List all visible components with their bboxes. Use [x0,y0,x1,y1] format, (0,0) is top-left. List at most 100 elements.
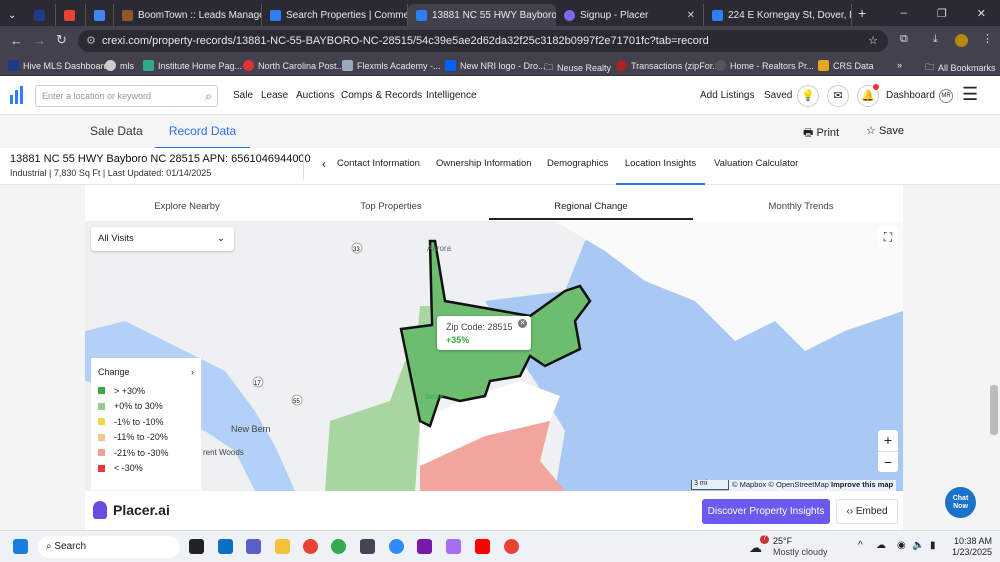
reload-button[interactable]: ↻ [56,32,67,47]
chevron-left-icon[interactable]: ‹ [322,157,326,171]
nav-intelligence[interactable]: Intelligence [426,90,477,101]
regional-change-map[interactable]: Aurora New Bern rent Woods liance 33 17 … [85,221,903,491]
star-icon[interactable]: ☆ [868,35,878,47]
bookmark[interactable]: CRS Data [818,60,874,71]
weather-desc[interactable]: Mostly cloudy [773,547,828,557]
teams-icon[interactable] [246,539,261,554]
improve-map-link[interactable]: Improve this map [831,480,894,489]
battery-icon[interactable]: ▮ [930,540,936,551]
chevron-right-icon[interactable]: › [191,367,194,377]
tab-sale-data[interactable]: Sale Data [90,124,143,138]
file-explorer-icon[interactable] [275,539,290,554]
clock-date[interactable]: 1/23/2025 [951,547,992,557]
close-icon[interactable]: ✕ [686,9,695,21]
onedrive-icon[interactable]: ☁ [876,540,886,551]
url-bar[interactable]: ⚙ crexi.com/property-records/13881-NC-55-… [78,30,888,52]
store-icon[interactable] [218,539,233,554]
bookmark[interactable]: Hive MLS Dashboard [8,60,109,71]
close-window-button[interactable]: ✕ [976,7,986,20]
hamburger-menu-icon[interactable]: ☰ [962,84,979,104]
menu-icon[interactable]: ⋮ [982,33,993,45]
save-button[interactable]: ☆ Save [866,124,904,137]
weather-temp[interactable]: 25°F [773,536,793,546]
volume-icon[interactable]: 🔈 [912,540,925,551]
chrome-active-icon[interactable] [504,539,519,554]
calculator-icon[interactable] [360,539,375,554]
crexi-logo-icon[interactable] [10,86,26,104]
wifi-icon[interactable]: ◉ [897,540,906,551]
tab-ownership-information[interactable]: Ownership Information [436,158,532,169]
lightbulb-icon[interactable]: 💡 [797,85,819,107]
browser-tab[interactable] [86,4,114,26]
nav-comps-records[interactable]: Comps & Records [341,90,423,101]
download-icon[interactable]: ⤓ [933,33,938,45]
all-bookmarks[interactable]: 🗀 All Bookmarks [925,60,996,76]
discover-property-insights-button[interactable]: Discover Property Insights [702,499,830,524]
nav-sale[interactable]: Sale [233,90,254,101]
dashboard-link[interactable]: Dashboard [886,90,935,101]
tab-contact-information[interactable]: Contact Information [337,158,420,169]
tab-valuation-calculator[interactable]: Valuation Calculator [714,158,799,169]
restore-button[interactable]: ❐ [936,7,947,20]
add-listings-link[interactable]: Add Listings [700,90,755,101]
map-canvas[interactable]: Aurora New Bern rent Woods liance 33 17 … [85,221,903,491]
copilot-icon[interactable] [446,539,461,554]
tab-location-insights[interactable]: Location Insights [616,158,705,185]
clock-time[interactable]: 10:38 AM [953,536,992,546]
placer-logo[interactable]: Placer.ai [113,502,170,518]
attribution-credits[interactable]: © Mapbox © OpenStreetMap [732,480,829,489]
taskbar-search[interactable]: ⌕ Search [38,536,180,558]
browser-tab[interactable]: 224 E Kornegay St, Dover, NC✕ [704,4,852,26]
browser-tab[interactable] [56,4,86,26]
bookmark[interactable]: North Carolina Post... [243,60,344,71]
close-popup-icon[interactable]: ✕ [518,319,527,328]
embed-button[interactable]: ‹› Embed [836,499,898,524]
avatar[interactable]: MR [939,89,953,103]
site-info-icon[interactable]: ⚙ [86,35,96,47]
zoom-icon[interactable] [389,539,404,554]
tab-search-button[interactable]: ⌄ [0,4,26,26]
tab-demographics[interactable]: Demographics [547,158,609,169]
bookmark[interactable]: Transactions (zipFor... [616,60,720,71]
task-view-icon[interactable] [189,539,204,554]
tray-chevron-icon[interactable]: ^ [858,540,863,551]
browser-tab[interactable] [26,4,56,26]
nav-auctions[interactable]: Auctions [296,90,335,101]
bell-icon[interactable]: 🔔 [857,85,879,107]
extensions-icon[interactable]: ⧉ [900,33,908,45]
more-bookmarks-button[interactable]: » [897,60,903,70]
zoom-in-button[interactable]: + [883,432,893,448]
minimize-button[interactable]: – [900,6,907,19]
bookmark[interactable]: mls [105,60,134,71]
search-icon[interactable]: ⌕ [205,89,212,103]
bookmark[interactable]: Flexmls Academy -... [342,60,441,71]
chat-now-button[interactable]: Chat Now [945,487,976,518]
zoom-out-button[interactable]: − [878,451,898,473]
bookmark[interactable]: Home - Realtors Pr... [715,60,814,71]
saved-link[interactable]: Saved [764,90,793,101]
tab-monthly-trends[interactable]: Monthly Trends [768,201,834,212]
windows-start-icon[interactable] [13,539,28,554]
visits-select[interactable]: All Visits ⌄ [91,227,234,251]
nav-lease[interactable]: Lease [261,90,289,101]
location-search-input[interactable]: Enter a location or keyword ⌕ [35,85,218,107]
browser-tab[interactable]: Search Properties | Commerci✕ [262,4,408,26]
bookmark[interactable]: Institute Home Pag... [143,60,242,71]
browser-tab[interactable]: Signup - Placer ✕ [556,4,704,26]
tab-record-data[interactable]: Record Data [155,124,250,149]
maps-icon[interactable] [331,539,346,554]
browser-tab[interactable]: BoomTown :: Leads Manager✕ [114,4,262,26]
forward-button[interactable]: → [33,33,46,48]
bookmark[interactable]: 🗀 Neuse Realty [544,60,611,76]
tab-regional-change[interactable]: Regional Change [489,201,693,220]
tab-explore-nearby[interactable]: Explore Nearby [154,201,220,212]
fullscreen-button[interactable]: ⛶ [878,227,898,247]
print-button[interactable]: 🖶 Print [803,124,839,143]
new-tab-button[interactable]: + [858,5,867,21]
tab-top-properties[interactable]: Top Properties [360,201,422,212]
mail-icon[interactable]: ✉ [827,85,849,107]
chrome-icon[interactable] [303,539,318,554]
page-scrollbar[interactable] [990,385,998,435]
youtube-icon[interactable] [475,539,490,554]
browser-tab-active[interactable]: 13881 NC 55 HWY Bayboro N✕ [408,4,556,26]
